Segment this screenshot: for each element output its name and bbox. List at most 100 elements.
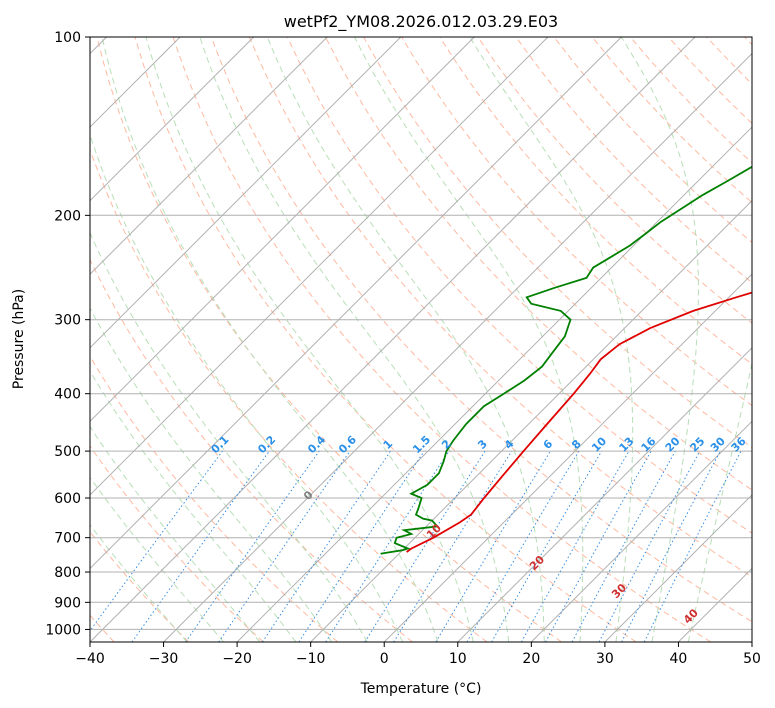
y-tick-label: 400 xyxy=(54,387,81,403)
isotherm xyxy=(90,37,622,570)
mixing-ratio-line xyxy=(185,450,320,642)
isotherm xyxy=(604,494,752,642)
isotherm xyxy=(90,37,475,423)
mixing-ratio-label: 0.6 xyxy=(336,433,359,456)
y-tick-label: 500 xyxy=(54,444,81,460)
moist-adiabat xyxy=(90,307,333,642)
x-tick-label: −40 xyxy=(75,651,105,667)
mixing-ratio-line xyxy=(643,450,742,642)
isotherm xyxy=(90,37,549,496)
mixing-ratio-line xyxy=(325,450,450,642)
dewpoint-line xyxy=(380,165,752,555)
mixing-ratio-label: 0.4 xyxy=(305,433,328,456)
isotherm xyxy=(236,126,752,642)
y-tick-label: 600 xyxy=(54,491,81,507)
mixing-ratio-line xyxy=(466,450,580,642)
moist-adiabat xyxy=(90,231,368,642)
dry-adiabat xyxy=(96,37,562,642)
moist-adiabat-label: 30 xyxy=(609,581,629,601)
mixing-ratio-line xyxy=(298,450,425,642)
mixing-ratio-line xyxy=(521,450,630,642)
y-tick-label: 900 xyxy=(54,595,81,611)
chart-title: wetPf2_YM08.2026.012.03.29.E03 xyxy=(284,12,558,32)
plot-frame xyxy=(89,36,753,643)
dry-adiabat xyxy=(248,37,752,578)
dry-adiabat xyxy=(706,37,752,85)
mixing-ratio-line xyxy=(262,450,391,642)
isotherm xyxy=(751,641,752,642)
mixing-ratio-label: 0.2 xyxy=(255,433,278,456)
x-tick-label: 30 xyxy=(596,651,614,667)
x-tick-label: 40 xyxy=(670,651,688,667)
moist-adiabat-label: 40 xyxy=(681,606,701,626)
y-tick-label: 800 xyxy=(54,565,81,581)
mixing-ratio-label: 25 xyxy=(687,435,707,455)
x-tick-label: 10 xyxy=(449,651,467,667)
dry-adiabat xyxy=(553,37,752,244)
mixing-ratio-line xyxy=(90,450,223,632)
dry-adiabat xyxy=(744,37,752,46)
x-tick-label: 0 xyxy=(380,651,389,667)
dry-adiabat xyxy=(668,37,752,125)
mixing-ratio-line xyxy=(131,450,270,642)
isotherm xyxy=(90,37,255,202)
moist-adiabat xyxy=(90,133,404,642)
x-tick-label: −10 xyxy=(296,651,326,667)
moist-adiabat-label: 10 xyxy=(424,521,444,541)
y-tick-label: 100 xyxy=(54,30,81,46)
dry-adiabat xyxy=(515,37,752,284)
y-tick-label: 1000 xyxy=(45,622,81,638)
isotherm xyxy=(530,420,752,642)
dry-adiabat xyxy=(90,531,190,642)
isotherm xyxy=(90,37,696,642)
isotherm xyxy=(678,567,752,642)
isotherm xyxy=(310,199,752,642)
y-tick-label: 200 xyxy=(54,208,81,224)
moist-adiabat xyxy=(687,360,752,642)
moist-adiabat xyxy=(266,37,545,642)
moist-adiabat xyxy=(199,37,510,642)
mixing-ratio-line xyxy=(571,450,676,642)
mixing-ratio-line xyxy=(545,450,652,642)
mixing-ratio-label: 1.5 xyxy=(410,433,433,456)
y-tick-label: 300 xyxy=(54,313,81,329)
mixing-ratio-line xyxy=(218,450,351,642)
moist-adiabat xyxy=(145,37,474,642)
moist-adiabat xyxy=(354,37,584,642)
x-tick-label: 50 xyxy=(743,651,761,667)
mixing-ratio-label: 0.1 xyxy=(209,433,232,456)
dry-adiabat xyxy=(439,37,752,365)
x-tick-label: −30 xyxy=(149,651,179,667)
moist-adiabat xyxy=(101,37,439,642)
dry-adiabat xyxy=(286,37,752,534)
moist-adiabat xyxy=(90,370,297,642)
mixing-ratio-line xyxy=(435,450,551,642)
isotherm xyxy=(383,273,752,642)
moist-adiabat xyxy=(620,37,699,642)
mixing-ratio-label: 8 xyxy=(569,437,584,452)
moist-adiabat xyxy=(469,37,634,642)
dry-adiabat xyxy=(629,37,752,164)
dry-adiabat xyxy=(210,37,752,623)
moist-adiabat-label: 0 xyxy=(301,488,316,503)
moist-adiabat xyxy=(90,476,224,642)
dry-adiabat xyxy=(90,148,488,642)
moist-adiabat xyxy=(90,425,261,642)
dry-adiabat xyxy=(90,355,339,642)
dry-adiabat xyxy=(134,37,637,642)
dry-adiabat xyxy=(591,37,752,204)
moist-adiabat xyxy=(90,524,188,642)
isotherm xyxy=(90,37,402,349)
mixing-ratio-label: 3 xyxy=(475,437,490,452)
x-axis-label: Temperature (°C) xyxy=(360,681,482,697)
x-tick-label: −20 xyxy=(222,651,252,667)
mixing-ratio-line xyxy=(364,450,486,642)
isotherm xyxy=(457,347,752,642)
x-tick-label: 20 xyxy=(522,651,540,667)
y-axis-label: Pressure (hPa) xyxy=(11,289,27,389)
dry-adiabat xyxy=(90,258,413,642)
dry-adiabat xyxy=(325,37,752,491)
temperature-line xyxy=(406,291,752,553)
mixing-ratio-label: 6 xyxy=(541,437,556,452)
